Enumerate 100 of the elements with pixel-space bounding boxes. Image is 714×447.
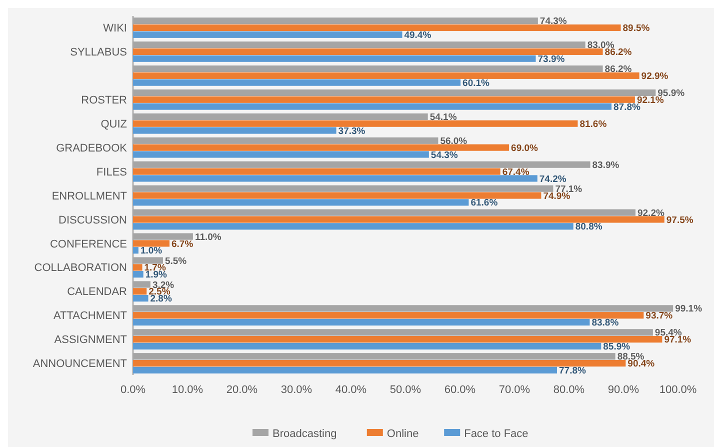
bar — [133, 168, 500, 175]
bar — [133, 247, 138, 254]
y-tick-label: ASSIGNMENT — [54, 334, 128, 346]
y-tick-label: DISCUSSION — [58, 214, 128, 226]
data-label: 54.3% — [430, 150, 458, 161]
bar — [133, 271, 144, 278]
x-tick-label: 0.0% — [120, 384, 146, 396]
bar — [133, 281, 150, 288]
data-label: 87.8% — [614, 102, 641, 113]
data-label: 85.9% — [603, 342, 631, 353]
data-label: 83.8% — [592, 318, 620, 329]
data-label: 37.3% — [338, 126, 366, 137]
data-label: 77.8% — [559, 365, 586, 376]
legend-label: Online — [386, 428, 419, 440]
data-label: 69.0% — [511, 142, 539, 154]
data-label: 1.0% — [140, 246, 163, 257]
bar — [133, 257, 163, 264]
y-tick-label: ENROLLMENT — [52, 190, 128, 202]
x-tick-label: 100.0% — [659, 384, 697, 396]
bar — [133, 175, 538, 182]
bar — [133, 288, 147, 295]
y-tick-label: ROSTER — [81, 94, 128, 106]
bar — [133, 113, 428, 120]
bar — [133, 161, 590, 168]
bar — [133, 185, 554, 192]
data-label: 81.6% — [580, 118, 608, 130]
bar — [133, 294, 148, 302]
data-label: 99.1% — [675, 304, 703, 315]
bar — [133, 329, 653, 336]
data-label: 67.4% — [502, 166, 530, 178]
x-tick-label: 60.0% — [444, 384, 476, 396]
x-tick-label: 70.0% — [498, 384, 530, 396]
data-label: 92.2% — [637, 208, 665, 219]
bar — [133, 31, 402, 38]
data-label: 74.3% — [540, 16, 568, 28]
bar — [133, 199, 469, 206]
bar — [133, 151, 429, 158]
bar — [133, 127, 336, 134]
bar — [133, 55, 536, 62]
bar — [133, 24, 621, 32]
bar — [133, 103, 612, 110]
bar — [133, 233, 193, 240]
bar — [133, 353, 616, 360]
data-label: 73.9% — [538, 54, 566, 65]
bar — [133, 120, 578, 127]
data-label: 93.7% — [646, 310, 674, 322]
bar — [133, 192, 542, 199]
bar — [133, 79, 461, 86]
bar — [133, 318, 590, 326]
bar — [133, 264, 142, 271]
bar — [133, 89, 656, 96]
data-label: 83.9% — [592, 160, 620, 171]
legend-label: Face to Face — [464, 428, 528, 440]
bar — [133, 137, 438, 144]
bar — [133, 216, 664, 223]
y-tick-label: COLLABORATION — [34, 262, 128, 274]
data-label: 6.7% — [172, 238, 194, 250]
y-tick-label: CALENDAR — [67, 286, 128, 298]
bar — [133, 42, 586, 48]
data-label: 92.9% — [641, 71, 669, 82]
data-label: 74.2% — [539, 174, 567, 185]
bar — [133, 360, 626, 367]
x-tick-label: 20.0% — [226, 384, 258, 396]
bar — [133, 305, 674, 312]
x-tick-label: 40.0% — [335, 384, 367, 396]
y-tick-label: CONFERENCE — [50, 238, 127, 250]
data-label: 60.1% — [462, 78, 490, 89]
data-label: 11.0% — [194, 232, 222, 243]
bar — [133, 48, 603, 55]
x-tick-label: 10.0% — [172, 384, 204, 396]
y-tick-label: SYLLABUS — [70, 46, 127, 59]
y-tick-label: ANNOUNCEMENT — [32, 358, 128, 370]
data-label: 74.9% — [543, 190, 571, 202]
bar — [133, 72, 640, 79]
bar — [133, 209, 636, 216]
x-tick-label: 50.0% — [390, 384, 422, 396]
bar — [133, 312, 644, 319]
bar — [133, 96, 635, 103]
bar — [133, 18, 538, 24]
bar — [133, 65, 603, 72]
x-tick-label: 90.0% — [608, 384, 640, 396]
bar — [133, 144, 510, 151]
data-label: 49.4% — [404, 30, 432, 41]
bar — [133, 366, 558, 374]
data-label: 86.2% — [604, 64, 632, 76]
y-tick-label: QUIZ — [100, 118, 128, 130]
y-tick-label: WIKI — [103, 22, 127, 35]
data-label: 97.5% — [666, 214, 694, 226]
data-label: 54.1% — [430, 112, 458, 124]
x-tick-label: 30.0% — [280, 384, 312, 396]
data-label: 61.6% — [470, 198, 498, 209]
y-tick-label: GRADEBOOK — [56, 142, 128, 154]
bar — [133, 342, 602, 350]
data-label: 5.5% — [164, 256, 188, 267]
data-label: 80.8% — [575, 222, 603, 233]
bar — [133, 336, 662, 343]
x-tick-label: 80.0% — [553, 384, 585, 396]
data-label: 89.5% — [622, 23, 650, 34]
bar — [133, 240, 170, 247]
bar — [133, 223, 574, 230]
